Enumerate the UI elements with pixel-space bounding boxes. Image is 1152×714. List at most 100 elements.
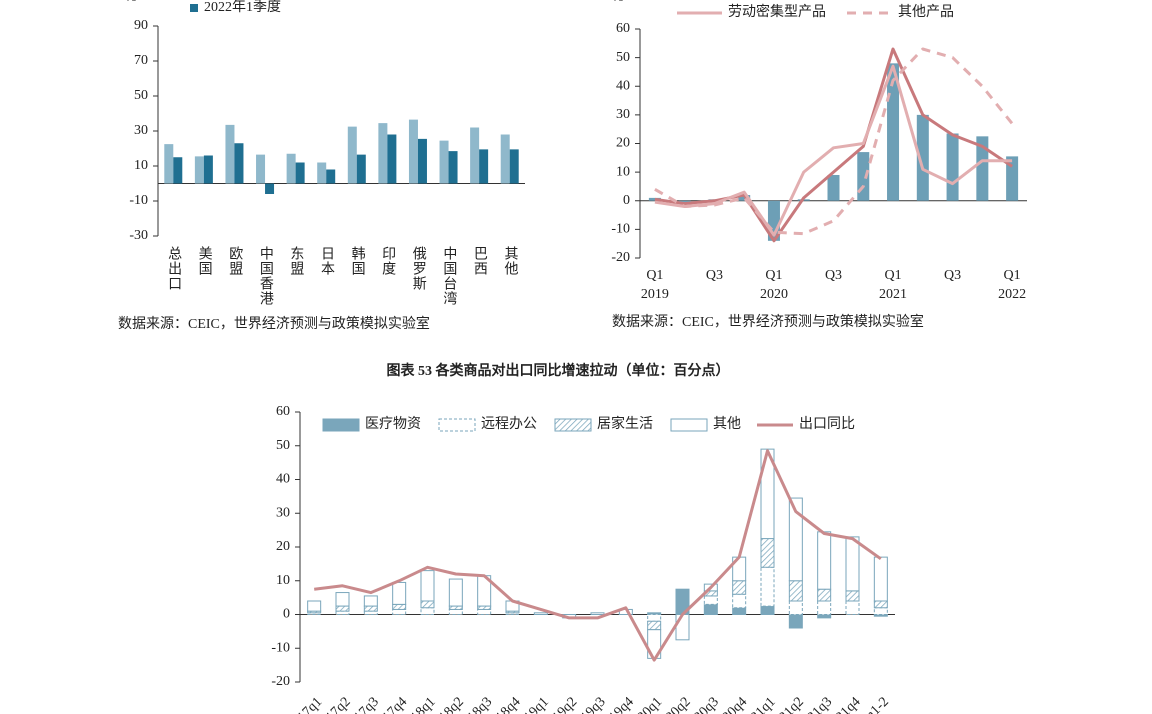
bar — [225, 124, 235, 184]
bar — [234, 143, 244, 184]
bar-segment — [420, 570, 435, 602]
bar — [648, 197, 661, 201]
bar — [408, 119, 418, 184]
y-tick-label: 50 — [276, 438, 290, 453]
y-tick-label: 0 — [283, 607, 290, 622]
x-tick-label: 韩国 — [350, 246, 366, 276]
y-tick-label: 40 — [276, 472, 290, 487]
bar-segment — [392, 581, 407, 605]
legend-label: 劳动密集型产品 — [728, 3, 826, 20]
x-tick-label: Q1 — [646, 268, 663, 283]
series-line — [654, 47, 1014, 236]
x-tick-label: 欧盟 — [227, 246, 243, 276]
y-tick-label: 30 — [616, 107, 630, 122]
x-tick-label: 其他 — [502, 246, 518, 276]
bar — [326, 169, 336, 184]
bar-segment — [817, 614, 832, 619]
x-tick-label: Q3 — [706, 268, 723, 283]
legend-label: 其他 — [713, 416, 741, 432]
series-line — [654, 47, 1013, 243]
bar — [317, 162, 327, 184]
bar-segment — [590, 612, 605, 615]
bar-segment — [760, 448, 775, 540]
bar-segment — [335, 592, 350, 607]
bar — [946, 133, 959, 201]
x-tick-label: Q1 — [884, 268, 901, 283]
y-tick-label: -20 — [611, 250, 630, 265]
legend-swatch — [554, 418, 592, 432]
bar-segment — [760, 538, 775, 568]
bar-segment — [817, 531, 832, 590]
bar-segment — [788, 497, 803, 582]
bar-segment — [873, 556, 888, 602]
y-tick-label: 0 — [623, 193, 630, 208]
x-tick-label: 中国香港 — [258, 246, 274, 306]
bar-segment — [675, 614, 690, 641]
x-tick-label: 美国 — [197, 246, 213, 276]
bar-segment — [647, 614, 662, 622]
source-note: 数据来源：CEIC，世界经济预测与政策模拟实验室 — [118, 315, 430, 332]
x-tick-label: 东盟 — [288, 246, 304, 276]
unit-label: % — [612, 0, 624, 5]
bar-segment — [392, 608, 407, 615]
bar-segment — [477, 605, 492, 610]
bar-segment — [817, 600, 832, 615]
bar — [738, 195, 751, 201]
y-tick-label: -10 — [611, 222, 630, 237]
bar-segment — [363, 610, 378, 615]
bar-segment — [873, 607, 888, 615]
x-tick-year: 2019 — [641, 287, 669, 302]
bar — [387, 134, 397, 184]
bar — [378, 123, 388, 184]
legend-label: 其他产品 — [898, 4, 954, 20]
bar-segment — [448, 605, 463, 610]
bar-segment — [817, 588, 832, 602]
bar-segment — [732, 593, 747, 609]
y-tick-label: -30 — [129, 228, 148, 243]
bar — [295, 162, 305, 184]
chart-title: 图表 53 各类商品对出口同比增速拉动（单位：百分点） — [387, 362, 730, 379]
bar-segment — [647, 620, 662, 631]
bar-segment — [420, 600, 435, 609]
x-tick-label: 巴西 — [472, 246, 488, 276]
x-tick-label: Q1 — [765, 268, 782, 283]
bar — [265, 183, 275, 194]
bar — [827, 174, 840, 201]
legend-label: 2022年1季度 — [204, 0, 281, 15]
bar-segment — [788, 614, 803, 629]
bar-segment — [760, 605, 775, 615]
bar — [256, 154, 266, 184]
bar-segment — [477, 608, 492, 615]
x-tick-label: 俄罗斯 — [411, 246, 427, 291]
bar — [976, 136, 989, 201]
y-tick-label: 50 — [616, 50, 630, 65]
legend-swatch — [190, 4, 198, 12]
bar-segment — [448, 578, 463, 607]
bar-segment — [307, 600, 322, 612]
bar — [286, 153, 296, 184]
bar-segment — [788, 580, 803, 602]
legend-swatch — [670, 418, 708, 432]
bar-segment — [533, 612, 548, 615]
y-tick-label: 10 — [134, 158, 148, 173]
bar-segment — [363, 595, 378, 607]
bar-segment — [703, 595, 718, 605]
bar — [164, 144, 174, 184]
bar — [439, 140, 449, 184]
x-tick-year: 2022 — [998, 287, 1026, 302]
bar — [173, 157, 183, 184]
y-tick-label: -10 — [271, 640, 290, 655]
bar — [470, 127, 480, 184]
bar — [194, 156, 204, 184]
y-tick-label: 60 — [616, 21, 630, 36]
unit-label: % — [125, 0, 137, 5]
x-tick-label: 2017q1 — [285, 694, 325, 714]
y-tick-label: 20 — [616, 136, 630, 151]
y-tick-label: 30 — [276, 505, 290, 520]
legend-swatch — [322, 418, 360, 432]
bar-segment — [760, 566, 775, 607]
bar-segment — [732, 580, 747, 595]
y-tick-label: 50 — [134, 88, 148, 103]
bar — [500, 134, 510, 184]
